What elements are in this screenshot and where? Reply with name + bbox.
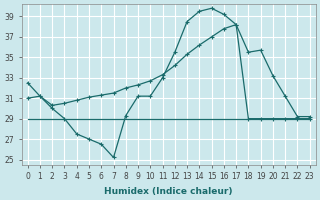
X-axis label: Humidex (Indice chaleur): Humidex (Indice chaleur) [104,187,233,196]
